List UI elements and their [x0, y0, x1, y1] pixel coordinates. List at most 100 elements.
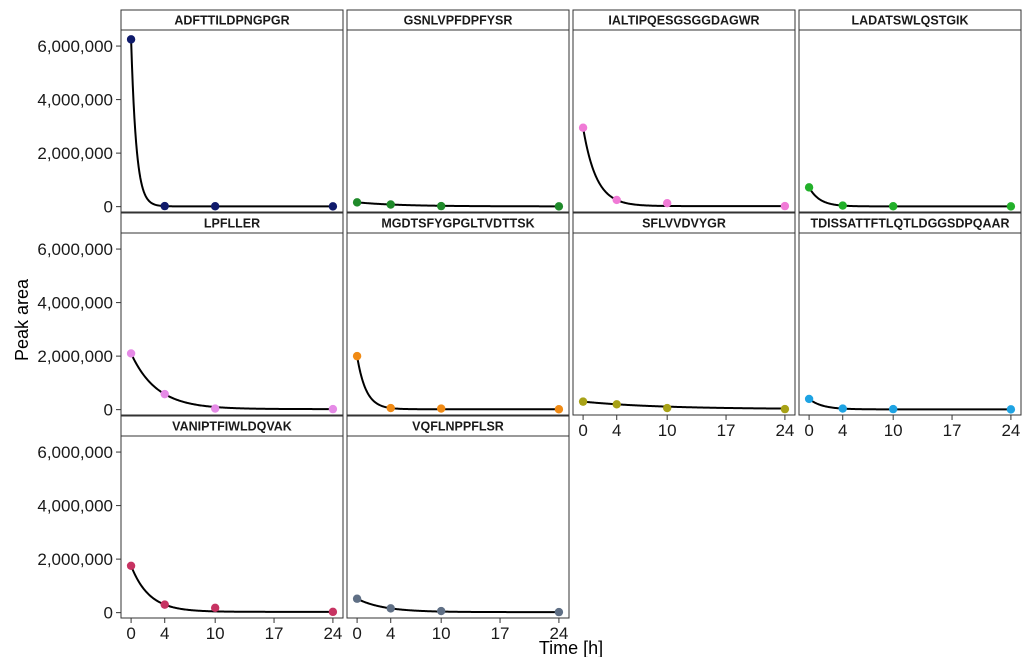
data-point	[662, 198, 672, 208]
x-axis: 0 4 10 17 24	[352, 618, 568, 643]
data-point	[838, 201, 847, 210]
facet-title: LPFLLER	[204, 217, 260, 231]
x-axis: 0 4 10 17 24	[126, 618, 342, 643]
data-point	[578, 123, 588, 132]
y-axis-title: Peak area	[12, 278, 32, 361]
data-point	[386, 403, 395, 413]
y-axis-row-1: 0 2,000,000 4,000,000 6,000,000	[37, 37, 121, 217]
data-point	[612, 400, 621, 409]
x-axis-title: Time [h]	[539, 638, 603, 657]
x-tick-label: 24	[775, 421, 794, 440]
fit-curve	[356, 355, 559, 411]
x-tick-label: 10	[884, 421, 903, 440]
data-point	[126, 561, 136, 571]
data-point	[804, 394, 814, 404]
y-tick-label: 6,000,000	[37, 443, 113, 462]
facet-plot-area	[346, 232, 570, 416]
data-point	[612, 195, 621, 205]
facet-plot-area	[120, 435, 344, 619]
y-tick-label: 2,000,000	[37, 347, 113, 366]
facet-title: GSNLVPFDPFYSR	[404, 14, 513, 28]
x-tick-label: 17	[265, 624, 284, 643]
y-tick-label: 0	[104, 198, 113, 217]
data-point	[554, 607, 564, 617]
data-point	[160, 201, 169, 211]
facet-panel: ADFTTILDPNGPGR	[120, 9, 344, 213]
facet-panel: GSNLVPFDPFYSR	[346, 9, 570, 213]
data-point	[436, 201, 446, 211]
facet-panel: LADATSWLQSTGIK	[798, 9, 1022, 213]
y-axis-row-2: 0 2,000,000 4,000,000 6,000,000	[37, 240, 121, 420]
facet-panel: IALTIPQESGSGGDAGWR	[572, 9, 796, 213]
x-tick-label: 4	[612, 421, 621, 440]
y-tick-label: 0	[104, 401, 113, 420]
x-tick-label: 0	[352, 624, 361, 643]
fit-curve	[130, 353, 333, 411]
x-tick-label: 4	[386, 624, 395, 643]
x-axis: 0 4 10 17 24	[804, 415, 1020, 440]
data-point	[888, 404, 898, 414]
x-tick-label: 4	[160, 624, 169, 643]
fit-curve	[130, 39, 333, 208]
x-tick-label: 17	[943, 421, 962, 440]
data-point	[662, 403, 672, 413]
data-point	[352, 198, 362, 207]
x-tick-label: 24	[323, 624, 342, 643]
data-point	[160, 600, 169, 609]
data-point	[126, 349, 136, 358]
data-point	[386, 200, 395, 209]
facet-panel: MGDTSFYGPGLTVDTTSK	[346, 212, 570, 416]
data-point	[780, 404, 790, 414]
y-tick-label: 4,000,000	[37, 91, 113, 110]
data-point	[352, 594, 362, 603]
data-point	[436, 606, 446, 616]
data-point	[1006, 202, 1016, 211]
y-tick-label: 4,000,000	[37, 294, 113, 313]
data-point	[328, 404, 338, 414]
facet-title: VQFLNPPFLSR	[412, 420, 504, 434]
data-point	[838, 404, 847, 413]
data-point	[352, 351, 362, 361]
facet-title: VANIPTFIWLDQVAK	[172, 420, 292, 434]
x-tick-label: 17	[491, 624, 510, 643]
y-tick-label: 6,000,000	[37, 240, 113, 259]
facet-title: LADATSWLQSTGIK	[851, 14, 968, 28]
facet-title: TDISSATTFTLQTLDGGSDPQAAR	[810, 217, 1009, 231]
facet-plot-area	[572, 29, 796, 213]
y-tick-label: 6,000,000	[37, 37, 113, 56]
facet-plot-area	[572, 232, 796, 416]
x-axis: 0 4 10 17 24	[578, 415, 794, 440]
facet-panel: VQFLNPPFLSR	[346, 415, 570, 619]
facet-title: SFLVVDVYGR	[642, 217, 726, 231]
y-axis-row-3: 0 2,000,000 4,000,000 6,000,000	[37, 443, 121, 623]
data-point	[888, 202, 898, 211]
data-point	[328, 607, 338, 617]
data-point	[210, 404, 220, 413]
facet-panel: VANIPTFIWLDQVAK	[120, 415, 344, 619]
facet-plot-area	[798, 232, 1022, 416]
facet-panel: TDISSATTFTLQTLDGGSDPQAAR	[798, 212, 1022, 416]
facet-plot-area	[346, 29, 570, 213]
fit-curve	[582, 127, 785, 208]
data-point	[160, 389, 169, 399]
data-point	[210, 202, 220, 211]
data-point	[328, 202, 338, 211]
data-point	[386, 604, 395, 613]
x-tick-label: 10	[658, 421, 677, 440]
facet-title: MGDTSFYGPGLTVDTTSK	[381, 217, 534, 231]
data-point	[578, 397, 588, 406]
y-tick-label: 2,000,000	[37, 144, 113, 163]
y-tick-label: 4,000,000	[37, 497, 113, 516]
data-point	[554, 202, 564, 211]
x-tick-label: 0	[126, 624, 135, 643]
y-tick-label: 0	[104, 604, 113, 623]
data-point	[1006, 405, 1016, 414]
data-point	[210, 603, 220, 613]
facet-plot-area	[798, 29, 1022, 213]
data-point	[554, 405, 564, 414]
x-tick-label: 17	[717, 421, 736, 440]
data-point	[780, 201, 790, 211]
x-tick-label: 0	[578, 421, 587, 440]
data-point	[436, 404, 446, 413]
